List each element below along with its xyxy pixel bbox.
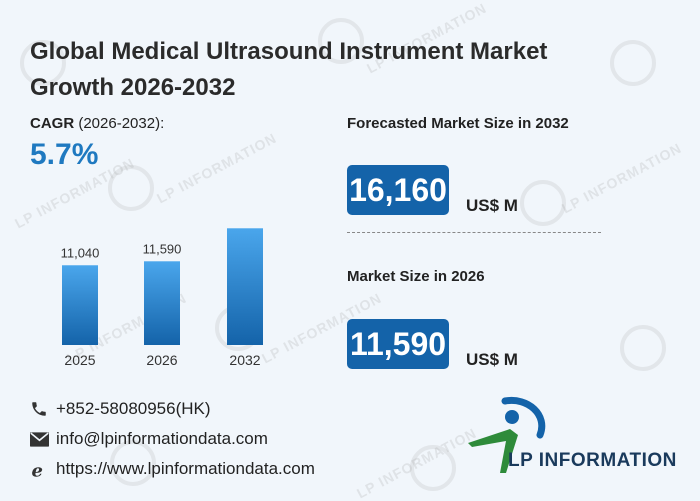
contact-phone: +852-58080956(HK) [30, 399, 211, 419]
contact-email: info@lpinformationdata.com [30, 429, 268, 449]
current-label: Market Size in 2026 [347, 268, 485, 285]
x-tick-label: 2025 [64, 352, 95, 368]
current-unit: US$ M [466, 350, 518, 369]
watermark-text: LP INFORMATION [559, 139, 685, 217]
bar-value-label: 11,040 [61, 245, 100, 260]
cagr-label-bold: CAGR [30, 115, 75, 132]
section-divider [347, 232, 601, 233]
page-title: Global Medical Ultrasound Instrument Mar… [30, 38, 548, 101]
brand-name: LP INFORMATION [508, 450, 677, 471]
x-tick-label: 2032 [229, 352, 260, 368]
bar-2026 [144, 261, 180, 345]
forecast-value-badge: 16,160 [347, 165, 449, 215]
forecast-unit: US$ M [466, 196, 518, 215]
email-text[interactable]: info@lpinformationdata.com [56, 429, 268, 448]
browser-e-icon: e [30, 460, 52, 479]
cagr-value: 5.7% [30, 138, 99, 171]
watermark-logo-icon [410, 445, 456, 491]
website-link[interactable]: https://www.lpinformationdata.com [56, 459, 315, 478]
mail-icon [30, 431, 52, 447]
watermark-logo-icon [108, 165, 154, 211]
lp-information-logo-icon [468, 396, 546, 473]
phone-icon [30, 400, 52, 418]
current-value-badge: 11,590 [347, 319, 449, 369]
watermark-text: LP INFORMATION [154, 129, 280, 207]
phone-text: +852-58080956(HK) [56, 399, 211, 418]
contact-website: e https://www.lpinformationdata.com [30, 459, 315, 479]
bar-value-label: 11,590 [143, 241, 182, 256]
bar-2032 [227, 228, 263, 345]
x-tick-label: 2026 [146, 352, 177, 368]
cagr-label-range: (2026-2032): [74, 115, 165, 132]
watermark-logo-icon [520, 180, 566, 226]
bar-2025 [62, 265, 98, 345]
cagr-label: CAGR (2026-2032): [30, 115, 164, 132]
svg-text:e: e [32, 460, 43, 479]
forecast-label: Forecasted Market Size in 2032 [347, 115, 569, 132]
watermark-logo-icon [620, 325, 666, 371]
